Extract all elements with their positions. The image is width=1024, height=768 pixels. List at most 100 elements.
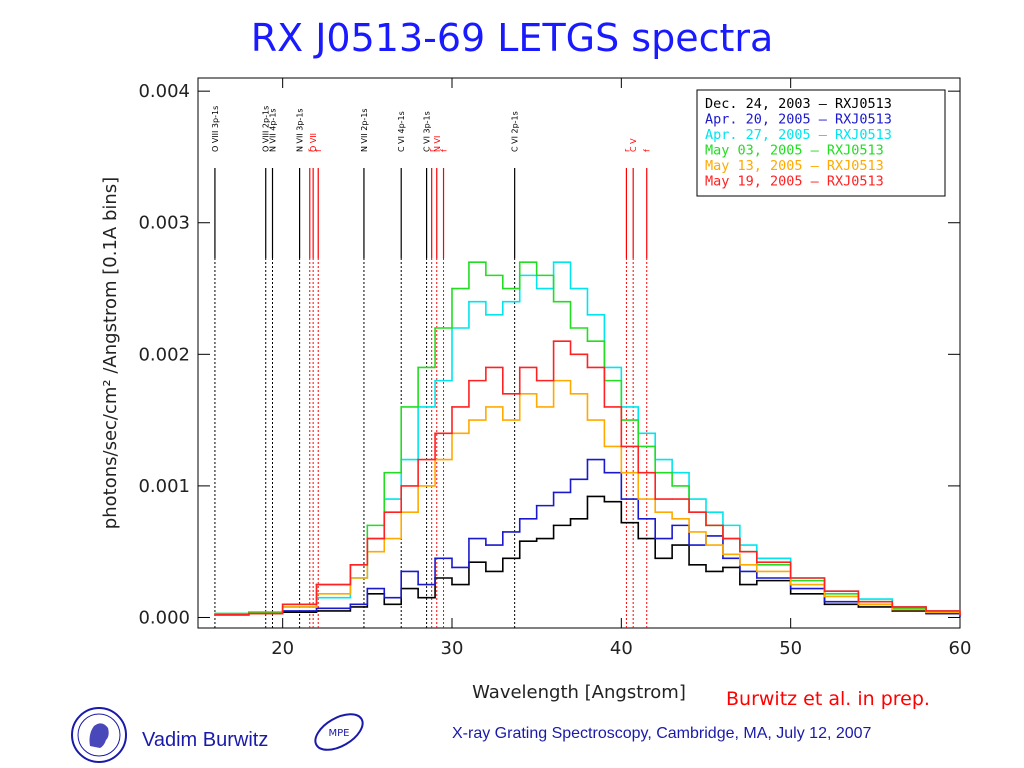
legend-box [696,89,946,197]
marker-label: r [622,148,631,152]
series-layer [214,261,961,617]
marker-label: C VI 4p-1s [397,111,406,152]
marker-label: O VIII 2p-1s [262,106,271,152]
marker-label: r [306,148,315,152]
data-point [468,419,470,421]
data-point [434,432,436,435]
data-point [671,485,673,487]
data-point [789,583,792,586]
data-point [637,471,640,474]
data-point [705,524,707,527]
data-point [434,327,436,329]
data-point [569,353,572,356]
data-point [603,406,606,408]
data-point [281,603,284,606]
plot-border [197,77,961,629]
data-point [603,471,606,474]
marker-label: f [440,149,449,152]
data-point [688,564,690,566]
data-point [891,606,894,608]
data-point [823,603,826,606]
data-point [823,595,826,598]
x-tick-label: 50 [779,638,802,659]
data-point [451,287,453,290]
data-point [366,587,369,590]
credit-text: Burwitz et al. in prep. [726,688,930,710]
marker-label: f [314,149,323,152]
data-point [383,596,386,599]
data-point [214,612,216,615]
data-point [417,583,419,586]
marker-label: C VI 3p-1s [423,111,432,152]
marker-label: C VI 2p-1s [511,111,520,152]
legend-entry: Apr. 20, 2005 — RXJ0513 [705,112,892,128]
data-point [739,550,741,553]
data-point [535,287,538,290]
data-point [756,570,758,573]
data-point [654,537,656,540]
series-line [214,340,961,616]
data-point [552,524,555,527]
data-point [569,327,572,329]
x-tick-label: 40 [610,638,633,659]
data-point [823,590,826,592]
data-point [789,587,792,590]
data-point [518,540,521,542]
data-point [722,557,724,560]
data-point [857,600,860,603]
marker-label: r [428,148,437,152]
data-point [502,531,504,533]
data-point [959,614,961,616]
data-point [637,537,640,540]
data-point [569,392,572,395]
data-point [586,314,589,316]
data-point [569,478,572,481]
data-point [535,274,538,277]
data-point [349,564,352,566]
data-point [586,366,589,369]
data-point [485,314,487,316]
max-planck-logo-icon [71,707,127,763]
data-point [891,610,894,612]
data-point [671,517,673,520]
x-axis-label: Wavelength [Angstrom] [472,682,686,703]
conference-text: X-ray Grating Spectroscopy, Cambridge, M… [452,725,872,742]
data-point [688,544,690,546]
data-point [925,612,927,615]
data-point [552,491,555,494]
data-point [400,406,403,408]
data-point [620,471,623,474]
marker-label: O VIII 3p-1s [211,106,220,152]
author-name: Vadim Burwitz [142,729,269,751]
data-point [434,379,436,382]
data-point [468,537,470,540]
data-point [366,537,369,540]
data-point [722,537,724,540]
data-point [925,610,927,612]
data-point [739,570,741,573]
y-tick-label: 0.004 [138,81,190,102]
data-point [671,498,673,500]
x-tick-label: 20 [271,638,294,659]
data-point [654,511,656,514]
axes-layer: 20 30 40 50 60 0.000 0.001 0.002 0.003 0.004 Wavel… [100,78,971,703]
data-point [552,340,555,342]
data-point [502,557,504,560]
data-point [586,419,589,421]
y-tick-label: 0.001 [138,476,190,497]
data-point [214,614,216,616]
marker-label: N VII 2p-1s [360,108,369,152]
data-point [586,495,589,498]
data-point [569,287,572,290]
data-point [789,577,792,579]
data-point [502,392,504,395]
data-point [535,379,538,382]
data-point [925,611,927,614]
data-point [620,498,623,500]
data-point [383,471,386,474]
data-point [552,261,555,264]
mpe-logo-text: MPE [329,728,350,739]
marker-label: N VII 3p-1s [296,108,305,152]
data-point [417,366,419,369]
data-point [688,531,690,533]
